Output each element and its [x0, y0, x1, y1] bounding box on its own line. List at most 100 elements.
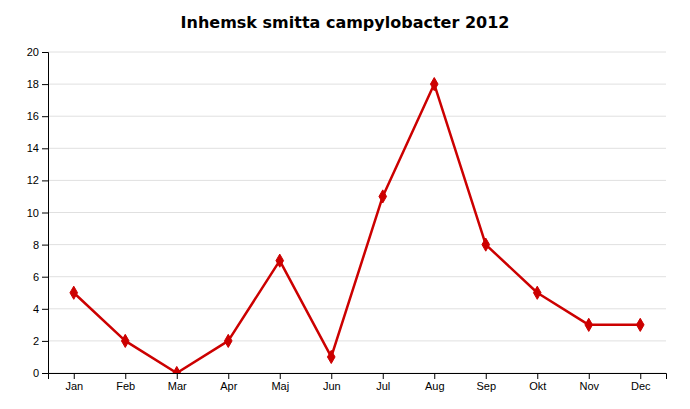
x-tick: Apr [220, 373, 237, 392]
series [70, 78, 644, 373]
y-tick-label: 10 [27, 207, 39, 219]
x-tick-label: Dec [631, 380, 651, 392]
y-tick-label: 20 [27, 46, 39, 58]
x-tick-mark [280, 373, 281, 379]
marker [173, 366, 181, 373]
x-tick: Dec [631, 373, 651, 392]
y-tick-label: 2 [33, 335, 39, 347]
marker [121, 334, 129, 347]
marker [430, 78, 438, 91]
grid-line [48, 244, 666, 245]
x-tick-mark [640, 373, 641, 379]
x-tick: Nov [579, 373, 599, 392]
y-tick: 16 [27, 110, 48, 122]
y-tick-label: 6 [33, 271, 39, 283]
x-tick-label: Sep [476, 380, 496, 392]
x-tick: Maj [271, 373, 289, 392]
grid-line [48, 116, 666, 117]
y-tick-label: 4 [33, 303, 39, 315]
x-axis-line [49, 374, 667, 380]
marker [482, 238, 490, 251]
line [74, 84, 641, 373]
x-tick-label: Mar [168, 380, 187, 392]
y-tick-mark [42, 277, 48, 278]
y-tick-label: 0 [33, 367, 39, 379]
y-tick: 14 [27, 142, 48, 154]
x-tick-label: Maj [271, 380, 289, 392]
x-tick: Okt [529, 373, 546, 392]
marker [585, 318, 593, 331]
grid-line [48, 340, 666, 341]
y-axis: 0 2 4 6 8 10 12 14 16 18 20 [27, 46, 49, 379]
x-tick: Sep [476, 373, 496, 392]
x-tick-mark [537, 373, 538, 379]
x-tick-mark [383, 373, 384, 379]
y-tick-mark [42, 84, 48, 85]
x-tick-label: Apr [220, 380, 237, 392]
x-tick-mark [125, 373, 126, 379]
title: Inhemsk smitta campylobacter 2012 [181, 13, 510, 32]
grid [48, 52, 666, 373]
x-tick-mark [228, 373, 229, 379]
y-tick-label: 16 [27, 110, 39, 122]
grid-line [48, 84, 666, 85]
y-tick-mark [42, 213, 48, 214]
plot-area: Jan Feb Mar Apr Maj Jun Jul Aug Sep Okt Nov Dec 0 2 4 6… [27, 46, 667, 392]
y-tick: 8 [33, 239, 48, 251]
x-tick-mark [589, 373, 590, 379]
y-tick: 6 [33, 271, 48, 283]
marker [276, 254, 284, 267]
marker [327, 350, 335, 363]
x-tick-label: Feb [116, 380, 135, 392]
y-tick: 4 [33, 303, 48, 315]
x-tick-label: Jun [323, 380, 341, 392]
x-tick: Jan [65, 373, 83, 392]
marker [533, 286, 541, 299]
y-tick-label: 18 [27, 78, 39, 90]
x-tick-mark [434, 373, 435, 379]
x-tick: Feb [116, 373, 135, 392]
y-tick: 12 [27, 174, 48, 186]
grid-line [48, 212, 666, 213]
marker [379, 190, 387, 203]
chart: Inhemsk smitta campylobacter 2012 Jan Feb M… [0, 0, 690, 409]
grid-line [48, 308, 666, 309]
y-tick-mark [42, 148, 48, 149]
y-tick-mark [42, 309, 48, 310]
x-tick: Mar [168, 373, 187, 392]
grid-line [48, 180, 666, 181]
y-tick-mark [42, 245, 48, 246]
x-tick-mark [486, 373, 487, 379]
marker [70, 286, 78, 299]
grid-line [48, 52, 666, 53]
y-tick: 10 [27, 207, 48, 219]
x-tick-mark [177, 373, 178, 379]
x-tick-label: Jan [65, 380, 83, 392]
y-tick: 2 [33, 335, 48, 347]
y-tick-mark [42, 341, 48, 342]
x-axis: Jan Feb Mar Apr Maj Jun Jul Aug Sep Okt Nov Dec [49, 373, 667, 392]
y-tick-label: 12 [27, 174, 39, 186]
y-tick-label: 14 [27, 142, 39, 154]
y-tick-mark [42, 373, 48, 374]
x-tick: Jul [376, 373, 390, 392]
x-tick-label: Aug [425, 380, 445, 392]
marker [224, 334, 232, 347]
x-tick-label: Jul [376, 380, 390, 392]
y-tick-mark [42, 180, 48, 181]
y-tick: 20 [27, 46, 48, 58]
y-tick-mark [42, 52, 48, 53]
marker [636, 318, 644, 331]
x-tick-mark [331, 373, 332, 379]
x-tick: Jun [323, 373, 341, 392]
x-tick-label: Nov [579, 380, 599, 392]
y-tick: 0 [33, 367, 48, 379]
x-tick: Aug [425, 373, 445, 392]
grid-line [48, 148, 666, 149]
x-tick-mark [74, 373, 75, 379]
y-tick: 18 [27, 78, 48, 90]
y-tick-label: 8 [33, 239, 39, 251]
x-tick-label: Okt [529, 380, 546, 392]
y-tick-mark [42, 116, 48, 117]
y-axis-line [42, 53, 49, 374]
